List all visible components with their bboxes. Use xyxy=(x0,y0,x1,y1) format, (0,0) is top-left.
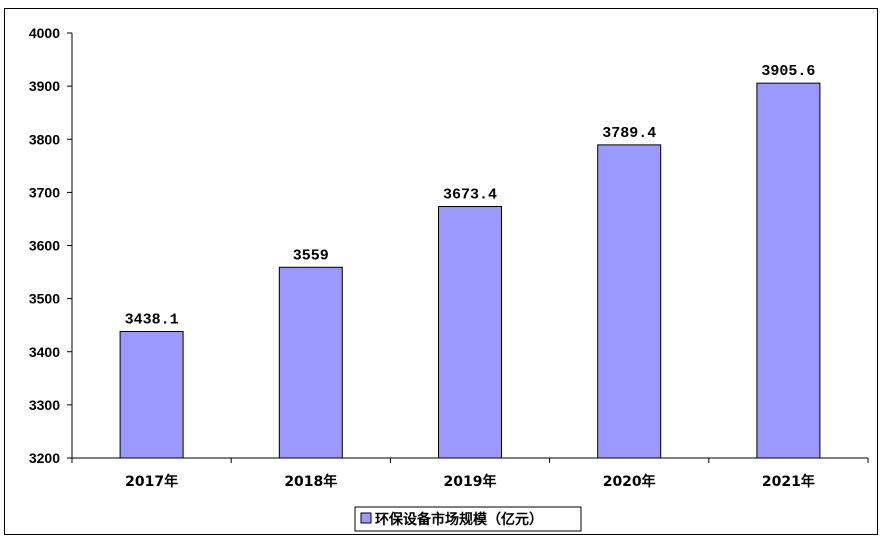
bar xyxy=(119,331,184,459)
y-tick-label: 3700 xyxy=(29,184,60,200)
x-tick-label: 2018年 xyxy=(284,473,337,490)
y-tick-label: 3900 xyxy=(29,78,60,94)
legend: 环保设备市场规模（亿元） xyxy=(354,506,582,532)
y-tick-label: 3600 xyxy=(29,238,60,254)
y-tick-label: 3300 xyxy=(29,397,60,413)
data-label: 3789.4 xyxy=(602,125,656,142)
y-tick-label: 3800 xyxy=(29,131,60,147)
bar xyxy=(438,206,502,459)
data-label: 3438.1 xyxy=(125,312,179,329)
x-axis: 2017年 2018年 2019年 2020年 2021年 xyxy=(71,457,869,490)
bars xyxy=(119,82,821,459)
legend-swatch xyxy=(360,512,372,524)
bar xyxy=(597,144,662,459)
bar xyxy=(756,82,821,459)
y-tick-label: 3500 xyxy=(29,291,60,307)
x-tick-label: 2017年 xyxy=(125,473,178,490)
x-tick-label: 2019年 xyxy=(444,473,497,490)
y-tick-label: 3200 xyxy=(29,450,60,466)
data-label: 3673.4 xyxy=(443,187,497,204)
bar xyxy=(278,266,343,459)
data-labels: 3438.1 3559 3673.4 3789.4 3905.6 xyxy=(125,63,816,328)
y-tick-label: 4000 xyxy=(29,25,60,41)
data-label: 3559 xyxy=(293,247,329,264)
y-tick-label: 3400 xyxy=(29,344,60,360)
x-tick-label: 2021年 xyxy=(762,473,815,490)
y-axis: 3200 3300 3400 3500 3600 3700 3800 3900 4000 xyxy=(29,25,73,466)
x-tick-label: 2020年 xyxy=(603,473,656,490)
legend-label: 环保设备市场规模（亿元） xyxy=(375,511,543,528)
legend-box xyxy=(354,506,582,532)
data-label: 3905.6 xyxy=(761,63,815,80)
